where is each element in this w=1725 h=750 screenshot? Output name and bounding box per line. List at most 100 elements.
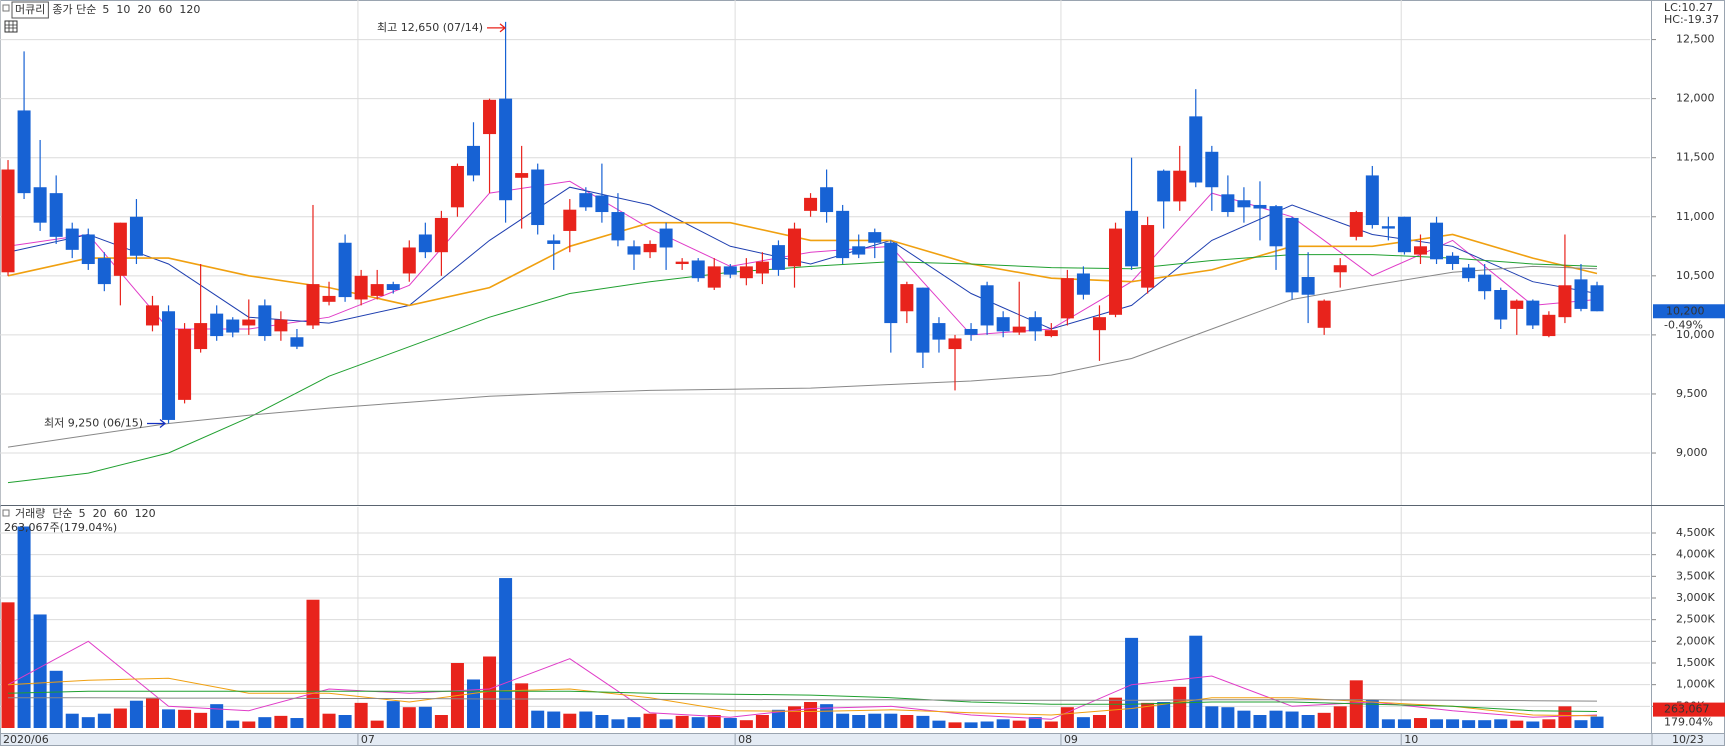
- grid-layer: [0, 0, 1656, 746]
- candle-body: [49, 193, 63, 237]
- volume-bar: [820, 704, 834, 728]
- candle-body: [916, 287, 930, 353]
- volume-bar: [434, 715, 448, 728]
- volume-bar: [1526, 721, 1540, 728]
- volume-bar: [884, 713, 898, 728]
- y-tick-label: 12,000: [1676, 92, 1715, 105]
- y-tick-label: 2,500K: [1676, 613, 1715, 626]
- x-tick-label: 10: [1404, 733, 1418, 746]
- volume-bar: [226, 720, 240, 728]
- volume-bar: [1430, 719, 1444, 728]
- x-tick-label: 07: [361, 733, 375, 746]
- candle-body: [1558, 285, 1572, 318]
- candle-body: [1028, 317, 1042, 332]
- y-tick-label: 3,500K: [1676, 569, 1715, 582]
- candle-body: [820, 187, 834, 213]
- volume-bar: [1125, 637, 1139, 728]
- candle-body: [1365, 175, 1379, 226]
- candle-body: [1462, 267, 1476, 279]
- volume-bar: [1510, 720, 1524, 728]
- current-price-label: 10,200: [1666, 304, 1705, 317]
- candle-body: [1012, 326, 1026, 333]
- volume-bar: [1141, 702, 1155, 728]
- volume-bar: [1333, 706, 1347, 728]
- candle-body: [1413, 246, 1427, 255]
- volume-bar: [932, 720, 946, 728]
- marks-layer: [1, 21, 1604, 728]
- volume-bar: [242, 721, 256, 728]
- corner-label: HC:-19.37: [1664, 13, 1719, 26]
- candle-body: [242, 319, 256, 326]
- volume-bar: [322, 713, 336, 728]
- volume-bar: [852, 715, 866, 728]
- y-tick-label: 9,500: [1676, 387, 1708, 400]
- volume-bar: [418, 706, 432, 728]
- volume-bar: [1574, 720, 1588, 728]
- y-tick-label: 2,000K: [1676, 634, 1715, 647]
- candle-body: [1430, 222, 1444, 260]
- candle-body: [1237, 200, 1251, 208]
- volume-bar: [964, 722, 978, 728]
- volume-bar: [194, 712, 208, 728]
- candle-body: [1076, 273, 1090, 295]
- volume-bar: [1478, 720, 1492, 728]
- legend-entry: 5: [102, 3, 109, 16]
- legend-title: 종가 단순: [52, 3, 96, 16]
- y-tick-label: 1,000K: [1676, 678, 1715, 691]
- candle-body: [1494, 290, 1508, 320]
- candle-body: [595, 195, 609, 213]
- volume-bar: [595, 715, 609, 728]
- volume-bar: [1012, 720, 1026, 728]
- candle-body: [547, 240, 561, 244]
- volume-bar: [338, 715, 352, 728]
- y-tick-label: 10,000: [1676, 328, 1715, 341]
- volume-bar: [755, 715, 769, 728]
- candle-body: [1157, 170, 1171, 202]
- volume-bar: [483, 656, 497, 728]
- legend-entry: 20: [137, 3, 151, 16]
- candle-body: [1173, 170, 1187, 202]
- corner-label: LC:10.27: [1664, 1, 1713, 14]
- volume-bar: [611, 719, 625, 728]
- candle-body: [723, 266, 737, 275]
- volume-bar: [162, 709, 176, 728]
- volume-bar: [515, 683, 529, 728]
- x-tick-label: 09: [1064, 733, 1078, 746]
- legend-entry: 120: [135, 507, 156, 520]
- candle-body: [900, 284, 914, 312]
- candle-body: [290, 337, 304, 347]
- volume-bar: [547, 711, 561, 728]
- current-volume-label: 263,067: [1664, 703, 1710, 716]
- volume-bar: [868, 713, 882, 728]
- candle-body: [145, 305, 159, 326]
- moving-average-line: [7, 690, 1598, 712]
- volume-bar: [113, 708, 127, 728]
- x-axis-strip: [0, 733, 1725, 746]
- x-tick-label: 08: [738, 733, 752, 746]
- candle-body: [33, 187, 47, 223]
- candle-body: [1125, 210, 1139, 267]
- candle-body: [402, 247, 416, 274]
- candle-body: [370, 284, 384, 296]
- volume-bar: [1317, 712, 1331, 728]
- volume-bar: [563, 713, 577, 728]
- volume-bar: [1157, 702, 1171, 728]
- volume-bar: [1446, 719, 1460, 728]
- candle-body: [996, 317, 1010, 332]
- candle-body: [1349, 212, 1363, 237]
- volume-bar: [900, 715, 914, 728]
- candle-body: [1269, 206, 1283, 247]
- candle-body: [771, 245, 785, 270]
- candle-body: [129, 216, 143, 256]
- candle-body: [739, 266, 753, 279]
- candle-body: [322, 295, 336, 302]
- volume-bar: [386, 701, 400, 728]
- right-axis-area: [1652, 0, 1725, 733]
- volume-bar: [1237, 710, 1251, 728]
- volume-bar: [145, 698, 159, 728]
- candle-body: [948, 338, 962, 350]
- volume-bar: [1558, 706, 1572, 728]
- moving-average-line: [7, 254, 1598, 484]
- volume-bar: [771, 709, 785, 728]
